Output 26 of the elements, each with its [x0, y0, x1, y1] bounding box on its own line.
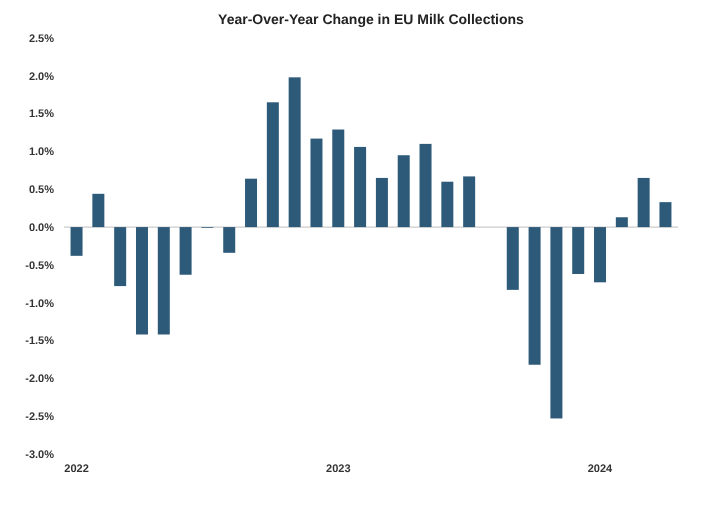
- bar: [114, 227, 127, 287]
- bar: [572, 227, 585, 274]
- bar: [92, 193, 105, 228]
- bar: [354, 146, 367, 228]
- bar: [135, 227, 148, 335]
- bar: [506, 227, 519, 290]
- bar: [70, 227, 83, 256]
- bar: [223, 227, 236, 253]
- bar: [288, 77, 301, 228]
- bar: [157, 227, 170, 335]
- bar: [375, 177, 388, 228]
- bar: [550, 227, 563, 419]
- bar: [266, 102, 279, 228]
- bar: [332, 129, 345, 228]
- bar: [419, 143, 432, 228]
- bar: [310, 138, 323, 228]
- bar: [397, 155, 410, 228]
- bar: [463, 176, 476, 228]
- bar: [179, 227, 192, 275]
- bar: [594, 227, 607, 283]
- bar: [615, 217, 628, 228]
- bar: [528, 227, 541, 365]
- bar: [659, 202, 672, 228]
- bar: [245, 178, 258, 228]
- bar: [637, 177, 650, 228]
- bar: [441, 181, 454, 228]
